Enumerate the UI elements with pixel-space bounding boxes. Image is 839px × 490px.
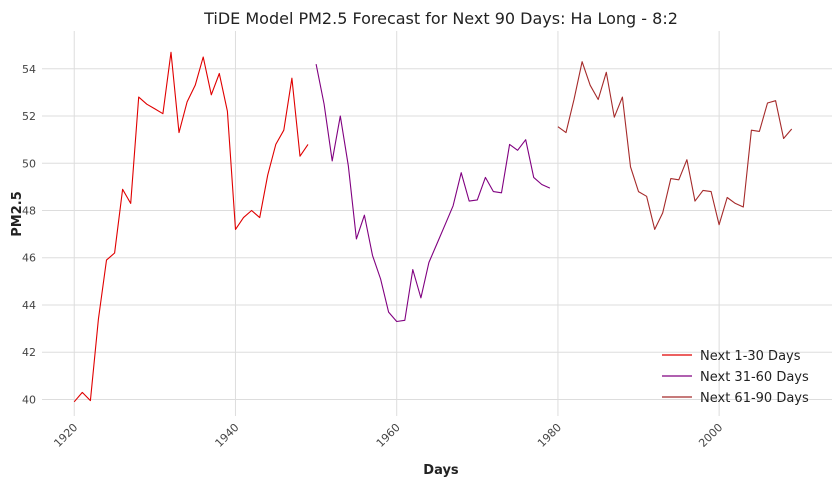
y-tick-label: 48 [22,205,36,218]
series-line-1 [73,51,309,403]
y-tick-label: 46 [22,252,36,265]
series-line-3 [557,61,793,230]
y-tick-label: 40 [22,393,36,406]
chart-title: TiDE Model PM2.5 Forecast for Next 90 Da… [203,9,678,28]
y-tick-label: 44 [22,299,36,312]
legend: Next 1-30 Days Next 31-60 Days Next 61-90 … [662,349,809,406]
y-tick-label: 42 [22,346,36,359]
legend-label-3: Next 61-90 Days [700,391,809,406]
y-tick-label: 50 [22,157,36,170]
legend-label-1: Next 1-30 Days [700,349,801,364]
y-axis-ticks: 40 42 44 46 48 50 52 54 [22,63,36,407]
series-line-2 [315,63,551,323]
y-axis-label: PM2.5 [10,191,25,237]
y-tick-label: 54 [22,63,36,76]
series-group [73,51,793,403]
legend-label-2: Next 31-60 Days [700,370,809,385]
x-axis-label: Days [423,463,459,478]
y-tick-label: 52 [22,110,36,123]
